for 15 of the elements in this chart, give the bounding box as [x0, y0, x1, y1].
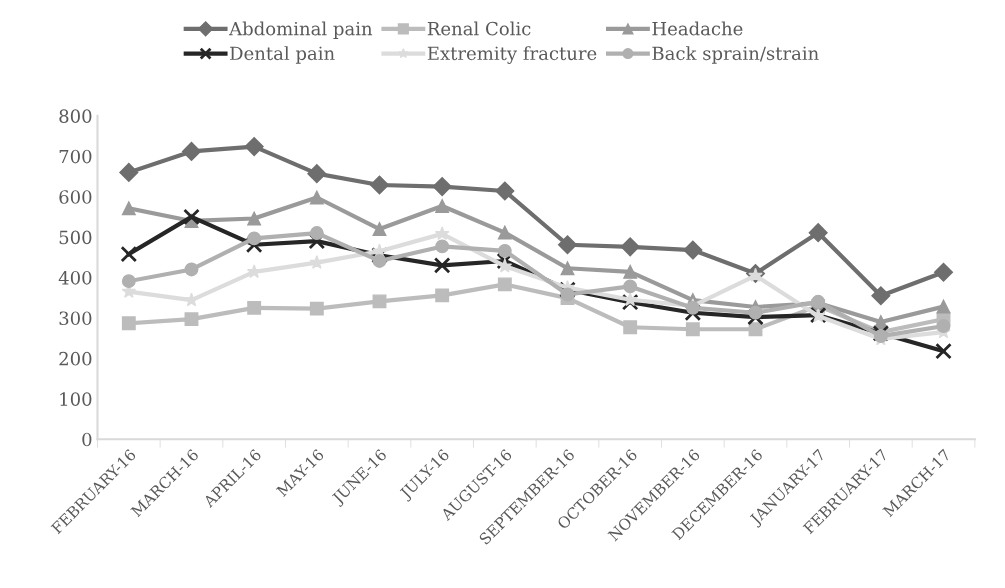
- y-tick-label: 0: [82, 432, 92, 447]
- y-tick-label: 800: [59, 109, 92, 123]
- legend-label: Abdominal pain: [228, 21, 373, 39]
- y-tick-label: 100: [60, 392, 92, 406]
- legend-label: Dental pain: [230, 46, 335, 64]
- legend-label: Extremity fracture: [427, 46, 597, 64]
- y-tick-label: 300: [59, 311, 92, 326]
- y-tick-label: 500: [59, 230, 92, 245]
- legend-label: Back sprain/strain: [652, 46, 819, 64]
- y-tick-label: 600: [59, 190, 92, 204]
- y-tick-label: 400: [58, 271, 92, 285]
- y-tick-label: 700: [59, 149, 92, 164]
- legend-label: Renal Colic: [427, 21, 531, 36]
- y-tick-label: 200: [59, 351, 92, 366]
- legend-label: Headache: [652, 21, 743, 36]
